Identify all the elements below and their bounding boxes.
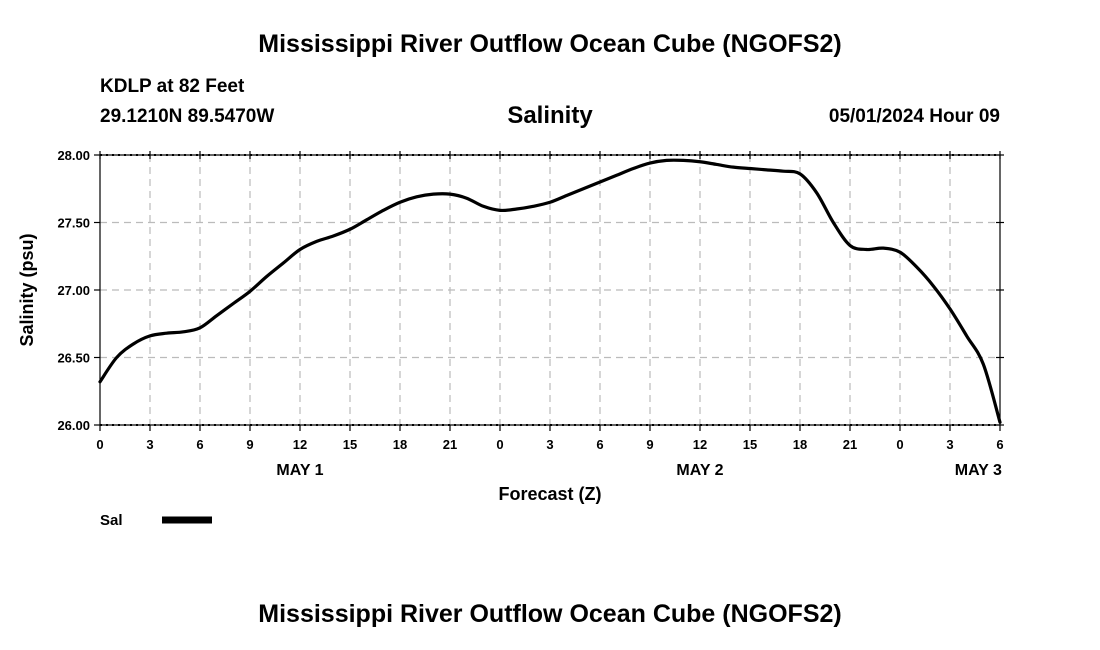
- chart-footer-title: Mississippi River Outflow Ocean Cube (NG…: [258, 600, 842, 628]
- day-label: MAY 3: [955, 462, 1002, 479]
- x-tick-label: 12: [293, 437, 307, 452]
- x-tick-label: 6: [996, 437, 1003, 452]
- tick-labels: 0 3 6 9 12 15 18 21 0 3 6 9 12 15 18 21 0 3 6 26.00 26.50 27.…: [57, 148, 1003, 479]
- day-label: MAY 2: [676, 462, 723, 479]
- forecast-datetime: 05/01/2024 Hour 09: [828, 106, 1000, 127]
- x-tick-label: 18: [393, 437, 407, 452]
- x-tick-label: 9: [646, 437, 653, 452]
- y-tick-label: 26.00: [57, 418, 90, 433]
- x-tick-label: 6: [196, 437, 203, 452]
- x-tick-label: 3: [546, 437, 553, 452]
- x-tick-label: 21: [843, 437, 857, 452]
- chart-subtitle: Salinity: [507, 102, 593, 129]
- x-tick-label: 12: [693, 437, 707, 452]
- x-tick-label: 9: [246, 437, 253, 452]
- x-tick-label: 6: [596, 437, 603, 452]
- x-tick-label: 0: [496, 437, 503, 452]
- series-line-sal: [98, 158, 1002, 424]
- x-tick-label: 0: [96, 437, 103, 452]
- grid-lines: [100, 154, 1000, 426]
- x-tick-label: 3: [146, 437, 153, 452]
- station-label: KDLP at 82 Feet: [100, 76, 245, 97]
- chart-main-title: Mississippi River Outflow Ocean Cube (NG…: [258, 30, 842, 58]
- y-tick-label: 28.00: [57, 148, 90, 163]
- plot-frame: [99, 154, 1001, 426]
- y-tick-label: 26.50: [57, 351, 90, 366]
- y-axis-title: Salinity (psu): [17, 233, 37, 346]
- station-coordinates: 29.1210N 89.5470W: [100, 106, 275, 127]
- legend-label: Sal: [100, 512, 123, 529]
- x-tick-label: 15: [743, 437, 757, 452]
- y-tick-label: 27.00: [57, 283, 90, 298]
- x-tick-label: 18: [793, 437, 807, 452]
- x-axis-title: Forecast (Z): [498, 484, 601, 504]
- x-tick-label: 15: [343, 437, 357, 452]
- day-label: MAY 1: [276, 462, 323, 479]
- x-tick-label: 0: [896, 437, 903, 452]
- x-tick-label: 3: [946, 437, 953, 452]
- tick-marks: [94, 151, 1004, 431]
- y-tick-label: 27.50: [57, 216, 90, 231]
- x-tick-label: 21: [443, 437, 457, 452]
